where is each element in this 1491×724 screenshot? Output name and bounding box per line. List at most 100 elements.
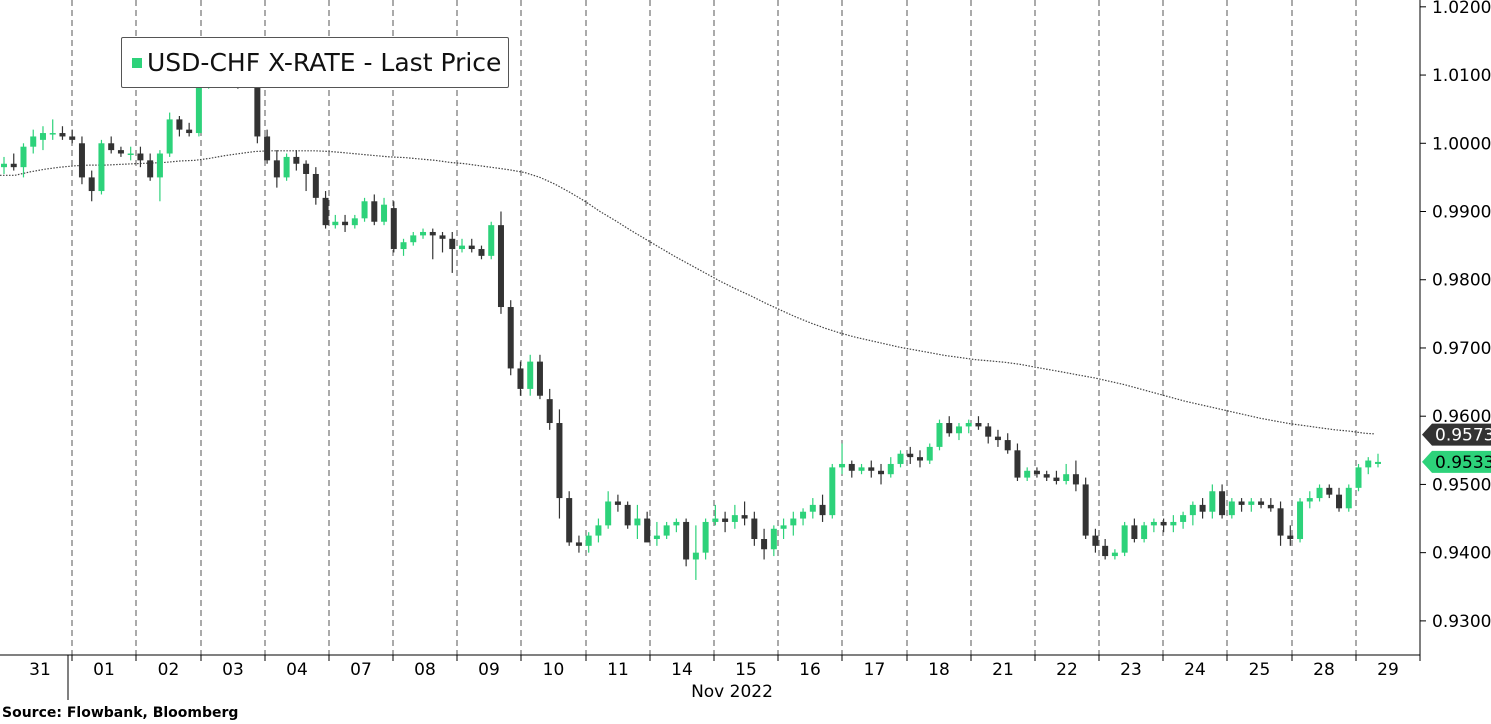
candle-body bbox=[965, 423, 972, 427]
candle-body bbox=[497, 225, 504, 308]
candle-body bbox=[1258, 501, 1265, 505]
candle-body bbox=[585, 535, 592, 546]
x-tick-label: 28 bbox=[1313, 660, 1335, 680]
candle-body bbox=[761, 539, 768, 550]
x-tick-label: 15 bbox=[735, 660, 757, 680]
y-tick-label: 0.9300 bbox=[1432, 612, 1491, 632]
y-tick-label: 1.0200 bbox=[1432, 0, 1491, 18]
candle-body bbox=[595, 525, 602, 536]
x-tick-label: 31 bbox=[29, 660, 51, 680]
x-tick-label: 18 bbox=[928, 660, 950, 680]
candle-body bbox=[878, 470, 885, 475]
candle-body bbox=[283, 156, 290, 178]
candle-body bbox=[371, 201, 378, 222]
candle-body bbox=[1024, 470, 1031, 478]
x-tick-label: 22 bbox=[1056, 660, 1078, 680]
candle-body bbox=[663, 525, 670, 536]
candle-body bbox=[575, 542, 582, 546]
candle-body bbox=[566, 498, 573, 543]
candle-body bbox=[49, 133, 56, 135]
last-price-callout bbox=[1422, 450, 1491, 473]
candle-body bbox=[839, 463, 846, 468]
candle-body bbox=[1355, 467, 1362, 488]
candle-body bbox=[449, 238, 456, 250]
candle-body bbox=[536, 361, 543, 396]
candle-body bbox=[468, 245, 475, 250]
candle-body bbox=[59, 133, 66, 137]
x-tick-label: 10 bbox=[543, 660, 565, 680]
candle-body bbox=[858, 467, 865, 471]
moving-average-callout-label: 0.9573 bbox=[1435, 426, 1491, 446]
candle-body bbox=[10, 163, 17, 168]
candle-body bbox=[614, 501, 621, 505]
candle-body bbox=[88, 177, 95, 192]
candle-body bbox=[1199, 504, 1206, 512]
x-tick-label: 03 bbox=[222, 660, 244, 680]
candle-body bbox=[917, 457, 923, 461]
candle-body bbox=[1102, 545, 1109, 557]
candle-body bbox=[1, 163, 7, 168]
candle-body bbox=[254, 78, 261, 137]
candle-body bbox=[809, 504, 816, 512]
candle-body bbox=[322, 197, 329, 226]
candle-body bbox=[478, 249, 485, 256]
candle-body bbox=[361, 201, 368, 219]
candle-body bbox=[1014, 450, 1021, 478]
candle-body bbox=[390, 208, 397, 250]
candle-body bbox=[712, 518, 719, 522]
candle-body bbox=[1121, 525, 1128, 553]
x-tick-label: 14 bbox=[671, 660, 693, 680]
y-tick-label: 0.9700 bbox=[1432, 339, 1491, 359]
candle-body bbox=[293, 156, 300, 164]
candle-body bbox=[1072, 474, 1079, 485]
x-tick-label: 02 bbox=[158, 660, 180, 680]
candle-body bbox=[1004, 440, 1011, 451]
candle-body bbox=[20, 146, 27, 168]
candle-body bbox=[488, 225, 495, 256]
candle-body bbox=[926, 446, 933, 461]
candle-body bbox=[1053, 477, 1060, 482]
candle-body bbox=[975, 423, 982, 427]
candle-body bbox=[1297, 501, 1304, 540]
day-separator-gridlines bbox=[71, 0, 1357, 655]
candle-body bbox=[156, 153, 163, 178]
candle-body bbox=[342, 221, 349, 226]
x-tick-label: 08 bbox=[414, 660, 436, 680]
candle-body bbox=[69, 136, 76, 140]
candle-body bbox=[195, 71, 202, 134]
x-tick-label: 29 bbox=[1377, 660, 1399, 680]
candle-body bbox=[800, 511, 807, 519]
candle-body bbox=[1336, 494, 1343, 509]
moving-average-line bbox=[0, 150, 1376, 435]
x-tick-label: 16 bbox=[799, 660, 821, 680]
y-tick-label: 0.9600 bbox=[1432, 407, 1491, 427]
candle-body bbox=[400, 242, 407, 250]
x-tick-label: 21 bbox=[992, 660, 1014, 680]
candle-body bbox=[273, 160, 280, 178]
candle-body bbox=[1170, 521, 1177, 526]
candle-body bbox=[653, 535, 660, 540]
candle-body bbox=[819, 504, 826, 516]
candle-body bbox=[624, 504, 631, 526]
candle-body bbox=[605, 501, 612, 526]
candle-body bbox=[429, 231, 436, 236]
chart-legend: USD-CHF X-RATE - Last Price bbox=[121, 37, 509, 88]
candle-body bbox=[887, 463, 894, 475]
candle-body bbox=[790, 518, 797, 526]
candle-body bbox=[332, 221, 339, 226]
candle-body bbox=[556, 423, 563, 499]
candle-body bbox=[1316, 487, 1323, 499]
x-axis-month-label: Nov 2022 bbox=[691, 682, 773, 702]
y-tick-label: 0.9900 bbox=[1432, 203, 1491, 223]
y-tick-label: 1.0100 bbox=[1432, 66, 1491, 86]
candle-body bbox=[994, 436, 1001, 441]
candle-body bbox=[751, 518, 758, 540]
source-note: Source: Flowbank, Bloomberg bbox=[2, 705, 239, 721]
candle-body bbox=[702, 521, 709, 553]
candle-body bbox=[312, 173, 319, 198]
candle-body bbox=[147, 160, 154, 178]
legend-swatch bbox=[132, 57, 142, 68]
candle-body bbox=[1043, 474, 1050, 478]
candle-body bbox=[985, 426, 992, 437]
candle-body bbox=[546, 399, 553, 424]
